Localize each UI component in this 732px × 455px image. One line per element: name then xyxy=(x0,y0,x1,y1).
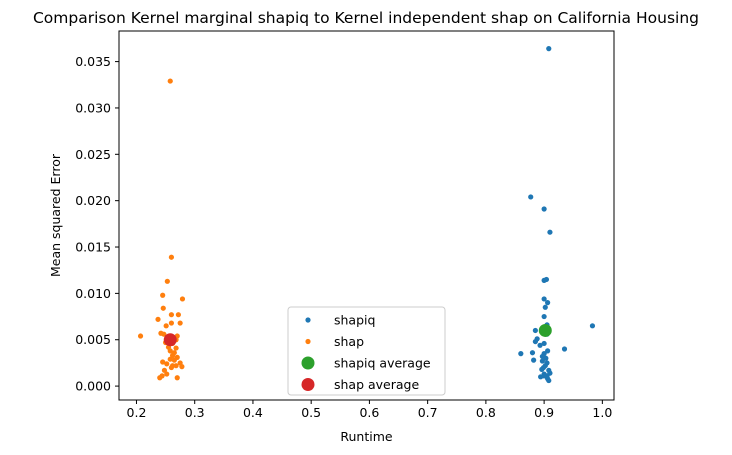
x-tick-label: 0.9 xyxy=(534,405,554,420)
legend-marker xyxy=(305,338,311,345)
x-tick-label: 1.0 xyxy=(592,405,612,420)
x-axis-label: Runtime xyxy=(340,429,393,444)
point-shapiq xyxy=(541,373,547,379)
legend-label: shapiq average xyxy=(334,356,431,371)
legend-marker xyxy=(301,378,315,391)
legend-label: shap average xyxy=(334,377,419,392)
point-shapiq xyxy=(532,338,538,345)
y-axis-label: Mean squared Error xyxy=(48,153,63,277)
point-shapiq xyxy=(541,206,547,212)
point-shapiq xyxy=(532,327,538,334)
y-tick-label: 0.020 xyxy=(75,193,111,208)
point-shapiq xyxy=(539,358,545,364)
point-shap xyxy=(179,296,186,302)
point-shap xyxy=(164,361,170,367)
plot-area xyxy=(118,30,615,401)
point-shapiq xyxy=(546,377,552,384)
point-shap xyxy=(161,331,167,337)
point-shap xyxy=(164,278,170,284)
point-shap xyxy=(160,292,166,298)
legend: shapiq shap shapiq average shap average xyxy=(287,306,446,396)
point-shapiq xyxy=(531,357,537,363)
point-shapiq xyxy=(541,340,547,347)
point-shap xyxy=(163,323,169,329)
point-shapiq xyxy=(542,304,548,310)
legend-label: shap xyxy=(334,334,364,349)
point-shapiq xyxy=(589,323,596,329)
x-tick-label: 0.8 xyxy=(476,405,496,420)
x-axis: 0.2 0.3 0.4 0.5 0.6 0.7 0.8 0.9 1.0 xyxy=(127,400,612,420)
point-shapiq xyxy=(518,351,524,357)
point-shapiq xyxy=(546,46,552,52)
legend-marker xyxy=(305,317,311,323)
point-shapiq xyxy=(541,296,547,302)
y-tick-label: 0.005 xyxy=(75,332,111,347)
x-tick-label: 0.3 xyxy=(185,405,205,420)
point-shap xyxy=(167,348,173,354)
point-shap xyxy=(137,333,144,339)
point-shap xyxy=(160,305,166,311)
y-tick-label: 0.035 xyxy=(75,54,111,69)
point-shap xyxy=(173,363,179,369)
point-shapiq xyxy=(543,355,549,361)
point-shap xyxy=(155,316,161,322)
point-shap xyxy=(171,357,177,363)
point-shap xyxy=(164,371,170,377)
point-shapiq xyxy=(529,350,536,356)
point-shap-average xyxy=(163,333,177,347)
point-shapiq xyxy=(541,313,547,320)
chart-title: Comparison Kernel marginal shapiq to Ker… xyxy=(33,9,699,27)
point-shapiq xyxy=(545,300,551,306)
point-shap xyxy=(161,367,168,373)
y-tick-label: 0.025 xyxy=(75,147,111,162)
point-shapiq xyxy=(537,342,543,348)
point-shap xyxy=(167,356,173,362)
point-shap xyxy=(168,312,175,318)
legend-label: shapiq xyxy=(334,313,375,328)
point-shapiq xyxy=(545,348,551,354)
y-axis: 0.000 0.005 0.010 0.015 0.020 0.025 0.030 0.035 xyxy=(75,54,119,394)
x-tick-label: 0.6 xyxy=(359,405,379,420)
point-shap xyxy=(173,345,179,351)
point-shap xyxy=(157,375,163,381)
x-tick-label: 0.4 xyxy=(243,405,263,420)
point-shapiq xyxy=(561,346,568,352)
point-shap xyxy=(174,375,180,381)
point-shap xyxy=(179,364,185,370)
point-shapiq xyxy=(547,229,553,235)
y-tick-label: 0.015 xyxy=(75,240,111,255)
x-tick-label: 0.2 xyxy=(127,405,147,420)
point-shap xyxy=(160,359,166,365)
point-shap xyxy=(169,352,176,359)
point-shap xyxy=(167,78,173,84)
point-shap xyxy=(168,320,175,326)
point-shap xyxy=(177,320,183,326)
point-shap xyxy=(168,254,175,260)
point-shapiq-average xyxy=(538,323,552,337)
point-shapiq xyxy=(543,276,550,283)
legend-marker xyxy=(301,356,315,370)
y-tick-label: 0.030 xyxy=(75,100,111,115)
point-shap xyxy=(175,312,181,318)
x-tick-label: 0.5 xyxy=(301,405,321,420)
x-tick-label: 0.7 xyxy=(418,405,438,420)
data-points xyxy=(137,46,596,384)
y-tick-label: 0.000 xyxy=(75,379,111,394)
point-shap xyxy=(168,364,175,371)
point-shapiq xyxy=(539,366,545,373)
legend-box xyxy=(287,306,446,396)
y-tick-label: 0.010 xyxy=(75,286,111,301)
point-shapiq xyxy=(528,194,534,200)
